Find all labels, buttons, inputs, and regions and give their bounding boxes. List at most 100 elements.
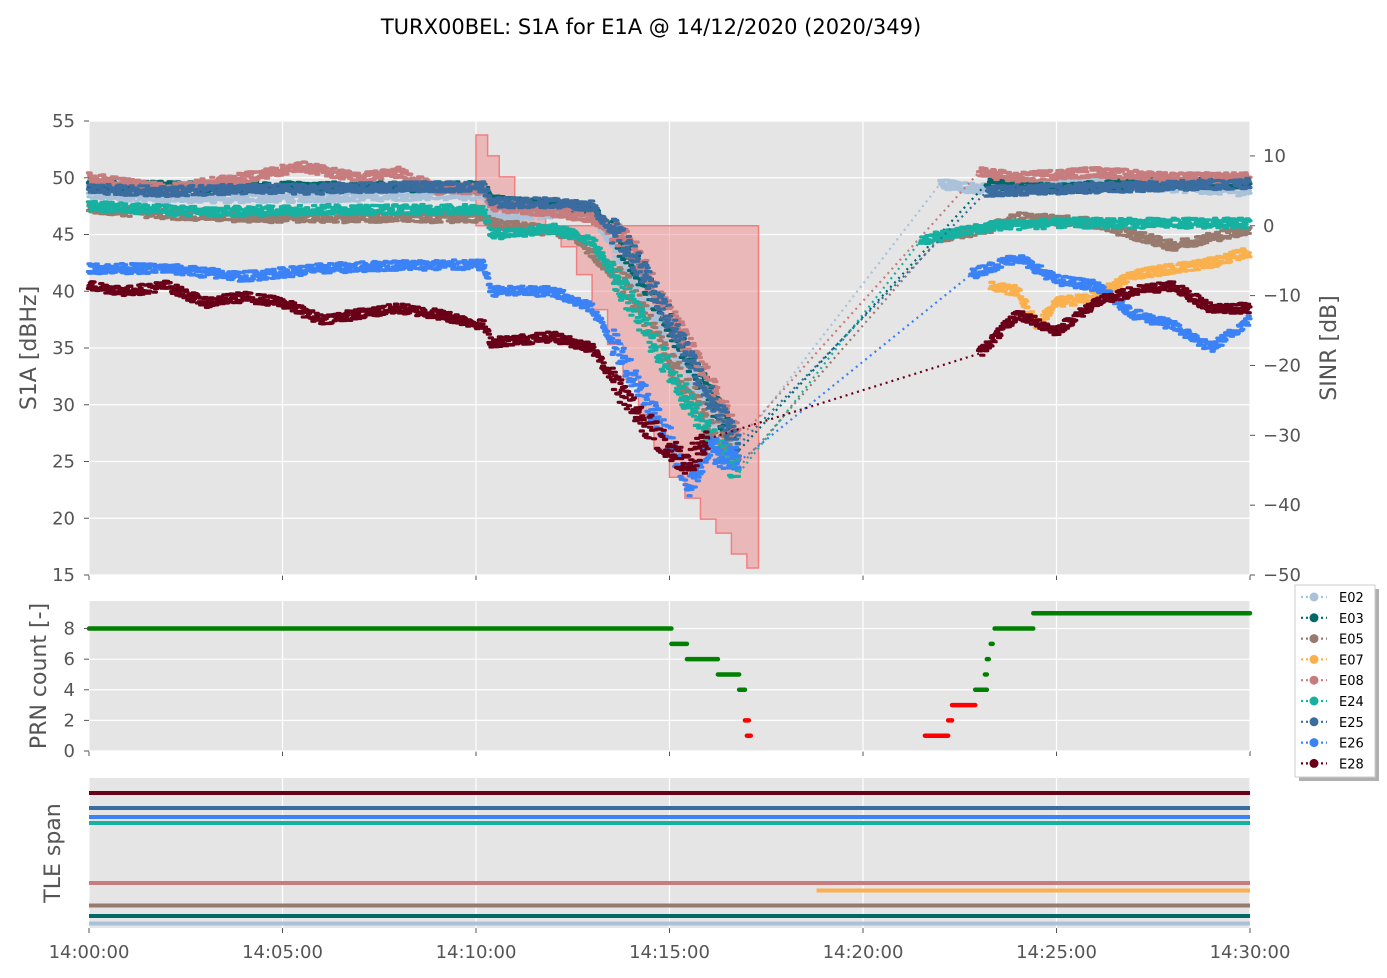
x-tick-label: 14:25:00 (1016, 942, 1097, 963)
series-points-E28 (279, 298, 324, 323)
series-points-E25 (85, 183, 169, 198)
y2-tick-label: −20 (1263, 355, 1301, 376)
prn-series (86, 610, 1253, 738)
gap-line-E24 (738, 239, 922, 474)
y2-tick-label: −50 (1263, 565, 1301, 586)
series-points-E24 (488, 223, 556, 241)
legend-label-E26: E26 (1339, 737, 1364, 752)
legend-box (1294, 584, 1376, 778)
sinr-y-ticks: −50 −40 −30 −20 −10 0 10 (1250, 146, 1301, 586)
y-tick-label: 30 (52, 395, 75, 416)
series-points-E02 (937, 178, 982, 195)
legend-label-E28: E28 (1339, 757, 1364, 772)
series-points-E28 (550, 330, 595, 353)
series-points-E28 (975, 310, 1021, 357)
series-points-E08 (240, 161, 305, 184)
series-points-E08 (975, 166, 1021, 183)
series-points-E08 (1092, 166, 1176, 184)
legend-marker-E24 (1309, 696, 1319, 706)
s1a-series (85, 160, 1253, 498)
series-points-E26 (1053, 273, 1098, 292)
series-points-E24 (85, 199, 208, 218)
series-points-E26 (1208, 314, 1253, 353)
legend-label-E03: E03 (1339, 612, 1364, 627)
y-tick-label: 50 (52, 168, 75, 189)
legend-marker-E25 (1309, 717, 1319, 727)
series-points-E26 (163, 263, 247, 283)
series-points-E25 (318, 180, 402, 196)
series-points-E26 (85, 262, 169, 276)
prn-y-ticks: 0 2 4 6 8 (64, 619, 89, 762)
legend-marker-E07 (1309, 654, 1319, 664)
series-points-E28 (201, 291, 247, 309)
series-points-E28 (1208, 301, 1253, 315)
y2-tick-label: −40 (1263, 495, 1301, 516)
series-points-E26 (488, 284, 556, 298)
series-points-E26 (395, 258, 487, 272)
series-points-E26 (968, 254, 1021, 280)
legend-marker-E02 (1309, 592, 1319, 602)
series-points-E25 (163, 183, 247, 198)
series-points-E24 (991, 216, 1060, 232)
series-points-E26 (1169, 320, 1214, 351)
series-points-E24 (627, 290, 673, 373)
series-E28 (85, 279, 1253, 475)
series-points-E07 (1169, 256, 1214, 275)
series-points-E25 (983, 182, 1060, 198)
gap-line-E25 (738, 190, 988, 446)
series-points-E26 (240, 262, 324, 283)
y-tick-label: 55 (52, 111, 75, 132)
prn-panel: 0 2 4 6 8 PRN count [-] (27, 601, 1253, 762)
series-points-E25 (588, 199, 634, 258)
y2-tick-label: 0 (1263, 216, 1274, 237)
y-tick-label: 25 (52, 452, 75, 473)
series-points-E28 (1092, 286, 1137, 308)
gap-line-E03 (738, 182, 988, 451)
s1a-panel: 15 20 25 30 35 40 45 50 55 −50 −40 −30 −20 −10 0 10 S1… (17, 111, 1342, 586)
y2-tick-label: −10 (1263, 286, 1301, 307)
series-points-E25 (1130, 176, 1253, 194)
series-E08 (85, 160, 1253, 446)
x-tick-label: 14:15:00 (629, 942, 710, 963)
x-tick-label: 14:30:00 (1210, 942, 1291, 963)
s1a-y-ticks: 15 20 25 30 35 40 45 50 55 (52, 111, 89, 586)
series-points-E28 (627, 393, 673, 458)
sinr-y-label: SINR [dB] (1317, 295, 1342, 400)
series-points-E26 (705, 435, 742, 471)
series-points-E28 (240, 290, 286, 308)
prn-grid (88, 601, 1251, 756)
y2-tick-label: 10 (1263, 146, 1286, 167)
series-points-E28 (666, 440, 692, 475)
series-points-E26 (550, 286, 595, 313)
series-points-E25 (240, 182, 324, 196)
series-points-E28 (124, 279, 169, 297)
tle-y-label: TLE span (41, 803, 66, 903)
series-points-E28 (1014, 310, 1060, 337)
x-tick-label: 14:20:00 (823, 942, 904, 963)
series-points-E08 (550, 207, 595, 223)
series-points-E08 (85, 171, 169, 195)
gap-line-E02 (738, 182, 942, 446)
series-points-E28 (488, 330, 556, 349)
series-points-E28 (685, 430, 711, 472)
series-points-E24 (588, 236, 634, 312)
legend-label-E05: E05 (1339, 633, 1364, 648)
y-tick-label: 40 (52, 281, 75, 302)
series-points-E28 (318, 308, 363, 326)
x-tick-label: 14:10:00 (436, 942, 517, 963)
series-points-E08 (356, 166, 402, 184)
series-points-E24 (1053, 216, 1137, 230)
series-points-E24 (550, 222, 595, 245)
y-tick-label: 8 (64, 619, 75, 640)
series-E24 (85, 199, 1253, 479)
series-E26 (85, 254, 1253, 498)
legend-label-E02: E02 (1339, 591, 1364, 606)
series-points-E08 (298, 160, 363, 183)
sinr-area (475, 134, 760, 569)
y-tick-label: 45 (52, 225, 75, 246)
y-tick-label: 4 (64, 680, 75, 701)
series-points-E08 (1014, 168, 1060, 184)
series-points-E07 (1208, 247, 1253, 269)
series-points-E07 (987, 280, 1021, 297)
